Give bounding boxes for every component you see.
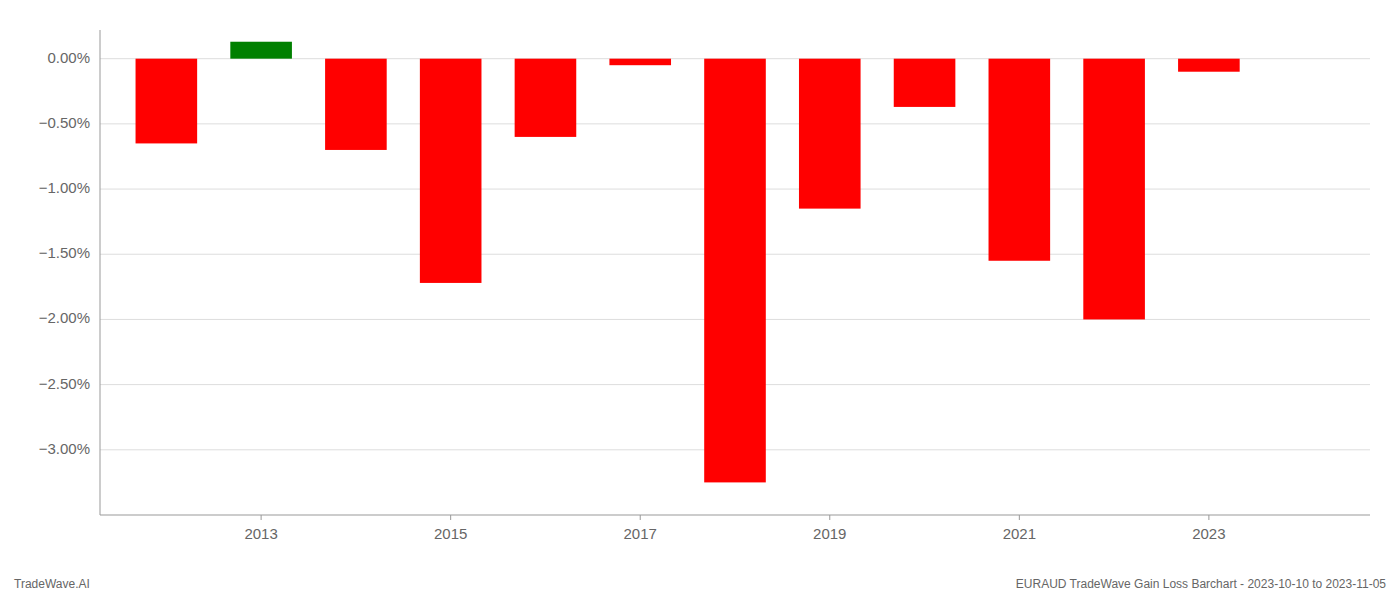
y-tick-label: −1.50%	[39, 244, 90, 261]
x-tick-label: 2017	[624, 525, 657, 542]
y-tick-label: −2.50%	[39, 375, 90, 392]
bar	[515, 59, 577, 137]
x-tick-label: 2013	[244, 525, 277, 542]
x-tick	[450, 515, 451, 520]
y-tick-label: 0.00%	[47, 49, 90, 66]
footer-right: EURAUD TradeWave Gain Loss Barchart - 20…	[1016, 577, 1387, 591]
chart: 0.00% −0.50% −1.00% −1.50% −2.00% −2.50% −3.00…	[0, 0, 1400, 600]
x-axis-line	[100, 515, 1370, 516]
y-tick-label: −1.00%	[39, 179, 90, 196]
bar	[894, 59, 956, 107]
bar	[989, 59, 1051, 261]
footer-left: TradeWave.AI	[14, 577, 90, 591]
bar	[704, 59, 766, 483]
x-tick	[829, 515, 830, 520]
x-tick	[1208, 515, 1209, 520]
y-tick-label: −0.50%	[39, 114, 90, 131]
y-tick-label: −2.00%	[39, 309, 90, 326]
bar	[230, 42, 292, 59]
x-tick-label: 2019	[813, 525, 846, 542]
bar	[136, 59, 198, 144]
y-tick-label: −3.00%	[39, 440, 90, 457]
x-tick-label: 2023	[1192, 525, 1225, 542]
x-tick-label: 2021	[1003, 525, 1036, 542]
x-tick-label: 2015	[434, 525, 467, 542]
x-tick	[261, 515, 262, 520]
x-tick	[1019, 515, 1020, 520]
bar	[420, 59, 482, 283]
x-tick-labels: 2013 2015 2017 2019 2021 2023	[244, 525, 1225, 542]
x-tick	[640, 515, 641, 520]
bars	[136, 42, 1240, 483]
bar	[609, 59, 671, 66]
y-axis-line	[100, 30, 101, 515]
bar	[1083, 59, 1145, 320]
bar	[1178, 59, 1240, 72]
bar	[325, 59, 387, 150]
bar	[799, 59, 861, 209]
y-tick-labels: 0.00% −0.50% −1.00% −1.50% −2.00% −2.50% −3.00…	[39, 49, 90, 457]
